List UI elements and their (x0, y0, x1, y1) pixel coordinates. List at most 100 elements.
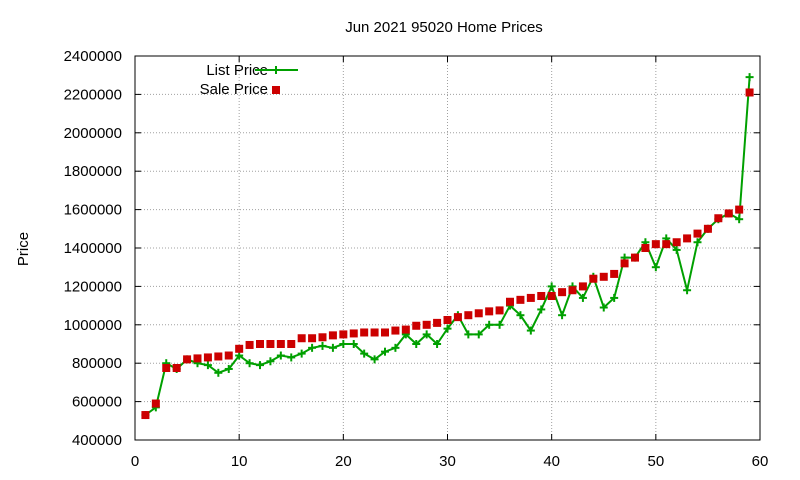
list-price-point (391, 343, 400, 352)
list-price-point (235, 351, 244, 360)
y-tick-label: 400000 (72, 432, 122, 449)
sale-price-point (381, 328, 389, 337)
list-price-point (683, 286, 692, 295)
sale-price-point (318, 333, 327, 342)
legend-label-sale-price: Sale Price (200, 81, 268, 98)
list-price-point (339, 340, 348, 348)
sale-price-point (162, 364, 171, 372)
y-axis-label: Price (15, 232, 32, 266)
list-price-point (297, 349, 306, 358)
sale-price-point (735, 205, 744, 214)
sale-price-point (391, 326, 400, 335)
list-price-point (328, 343, 337, 352)
x-tick-label: 20 (335, 453, 352, 470)
list-price-point (318, 341, 327, 350)
list-price-point (214, 368, 223, 377)
x-tick-label: 50 (647, 453, 664, 470)
sale-price-point (339, 330, 348, 339)
sale-price-point (485, 307, 494, 316)
x-tick-label: 0 (131, 453, 139, 470)
list-price-point (266, 357, 275, 366)
list-price-point (308, 343, 317, 352)
list-price-point (672, 245, 681, 254)
sale-price-point (183, 355, 192, 364)
sale-price-point (308, 334, 317, 343)
sale-price-point (745, 88, 754, 97)
sale-price-point (443, 316, 452, 324)
series-layer (141, 73, 754, 420)
sale-price-point (401, 325, 410, 334)
list-price-point (735, 215, 744, 224)
list-price-point (224, 364, 233, 373)
sale-price-point (464, 311, 473, 320)
y-tick-label: 1400000 (64, 240, 122, 257)
list-price-point (412, 340, 421, 348)
plot-border (134, 55, 761, 441)
sale-price-point (349, 329, 358, 338)
sale-price-point (328, 331, 337, 340)
list-price-point (599, 303, 608, 312)
list-price-point (381, 347, 389, 356)
list-price-point (245, 359, 254, 368)
sale-price-point (266, 340, 275, 348)
sale-price-point (516, 295, 525, 304)
list-price-point (516, 311, 525, 320)
legend-swatch-sale-price (272, 86, 280, 94)
sale-price-point (620, 259, 629, 268)
list-price-point (276, 351, 285, 360)
list-price-point (474, 330, 483, 339)
sale-price-point (453, 313, 462, 322)
sale-price-point (276, 340, 285, 348)
list-price-point (693, 238, 702, 247)
sale-price-point (672, 238, 681, 247)
list-price-point (547, 282, 556, 291)
sale-price-point (214, 352, 223, 361)
list-price-point (256, 361, 264, 370)
sale-price-point (526, 293, 535, 302)
sale-price-point (547, 292, 556, 300)
sale-price-point (193, 354, 202, 363)
legend-label-list-price: List Price (206, 62, 268, 79)
x-tick-label: 30 (439, 453, 456, 470)
legend: List Price Sale Price (200, 62, 298, 98)
list-price-point (433, 340, 442, 348)
sale-price-point (662, 240, 671, 249)
list-price-point (495, 320, 504, 329)
y-tick-label: 2200000 (64, 86, 122, 103)
list-price-point (485, 320, 494, 329)
sale-price-point (151, 399, 160, 408)
list-price-point (610, 293, 619, 302)
list-price-point (537, 305, 546, 314)
sale-price-point (651, 240, 660, 249)
sale-price-point (495, 306, 504, 315)
list-price-point (745, 73, 754, 82)
sale-price-point (203, 353, 212, 362)
list-price-point (287, 353, 296, 362)
sale-price-point (724, 209, 733, 218)
sale-price-point (141, 411, 150, 420)
y-tick-label: 1600000 (64, 202, 122, 219)
y-tick-label: 1800000 (64, 163, 122, 180)
sale-price-point (433, 318, 442, 327)
list-price-point (464, 330, 473, 339)
sale-price-point (360, 328, 369, 337)
sale-price-point (256, 340, 264, 348)
sale-price-point (610, 269, 619, 278)
y-tick-label: 2000000 (64, 125, 122, 142)
sale-price-point (683, 234, 692, 243)
list-price-point (203, 361, 212, 370)
x-tick-label: 60 (752, 453, 769, 470)
sale-price-point (631, 253, 639, 262)
sale-price-point (412, 321, 421, 330)
list-price-point (422, 330, 431, 339)
y-tick-label: 1200000 (64, 278, 122, 295)
list-price-point (558, 311, 567, 320)
list-price-point (370, 355, 379, 364)
y-tick-label: 2400000 (64, 48, 122, 65)
y-tick-label: 600000 (72, 394, 122, 411)
y-tick-label: 800000 (72, 355, 122, 372)
sale-price-point (537, 292, 546, 300)
sale-price-point (578, 282, 587, 291)
chart-title: Jun 2021 95020 Home Prices (345, 19, 543, 36)
